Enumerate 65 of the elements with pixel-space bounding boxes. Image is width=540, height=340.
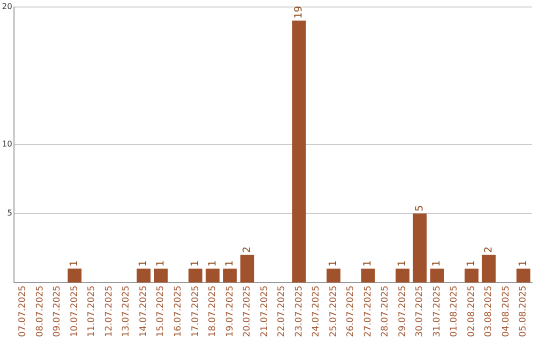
x-tick-label: 09.07.2025 — [52, 285, 63, 337]
bar — [188, 268, 202, 282]
x-tick-label: 05.08.2025 — [518, 285, 529, 337]
x-tick-label: 23.07.2025 — [294, 285, 304, 337]
x-tick-label: 15.07.2025 — [156, 285, 166, 337]
bar — [68, 268, 82, 282]
x-tick-label: 25.07.2025 — [328, 285, 339, 337]
x-tick-label: 14.07.2025 — [138, 285, 149, 337]
x-tick-label: 22.07.2025 — [277, 285, 288, 337]
x-tick-label: 08.07.2025 — [35, 285, 46, 337]
data-label: 1 — [328, 260, 340, 267]
y-tick-label: 20 — [2, 2, 12, 11]
x-tick-label: 07.07.2025 — [18, 285, 28, 337]
data-label: 1 — [207, 260, 218, 267]
x-tick-label: 13.07.2025 — [122, 285, 132, 337]
x-tick-label: 16.07.2025 — [174, 285, 184, 337]
data-label: 1 — [362, 260, 374, 267]
x-tick-label: 01.08.2025 — [450, 285, 460, 337]
data-label: 2 — [483, 246, 494, 253]
x-tick-label: 30.07.2025 — [415, 285, 426, 337]
bar — [206, 268, 220, 282]
data-label: 1 — [224, 260, 236, 267]
bar — [361, 268, 375, 282]
bar — [240, 254, 254, 282]
x-tick-label: 10.07.2025 — [70, 285, 80, 337]
data-label: 1 — [397, 260, 408, 267]
data-label: 1 — [190, 260, 202, 267]
x-tick-label: 17.07.2025 — [190, 285, 201, 337]
bar — [326, 268, 340, 282]
data-label: 19 — [294, 6, 305, 19]
bar — [482, 254, 496, 282]
x-tick-label: 20.07.2025 — [242, 285, 253, 337]
bar — [430, 268, 444, 282]
x-tick-label: 24.07.2025 — [312, 285, 322, 337]
x-tick-label: 19.07.2025 — [225, 285, 236, 337]
bar — [136, 268, 151, 282]
data-label: 1 — [432, 260, 443, 267]
data-label: 1 — [155, 260, 166, 267]
data-label: 2 — [242, 246, 253, 253]
data-label: 1 — [466, 260, 478, 267]
x-tick-label: 21.07.2025 — [260, 285, 270, 337]
bar — [396, 268, 410, 282]
bar — [292, 20, 306, 282]
x-tick-label: 31.07.2025 — [432, 285, 442, 337]
data-label: 1 — [518, 260, 529, 267]
data-label: 1 — [138, 260, 150, 267]
y-tick-label: 5 — [7, 208, 12, 218]
data-label: 1 — [69, 260, 80, 267]
bar — [464, 268, 478, 282]
data-label: 5 — [414, 205, 426, 212]
x-tick-label: 29.07.2025 — [398, 285, 408, 337]
x-tick-label: 18.07.2025 — [208, 285, 218, 337]
x-tick-label: 28.07.2025 — [380, 285, 391, 337]
x-tick-label: 12.07.2025 — [104, 285, 114, 337]
x-tick-label: 02.08.2025 — [466, 285, 477, 337]
x-tick-label: 03.08.2025 — [484, 285, 494, 337]
bar — [154, 268, 168, 282]
x-tick-label: 26.07.2025 — [346, 285, 356, 337]
y-tick-label: 10 — [2, 140, 12, 149]
bar — [412, 214, 427, 282]
x-tick-label: 27.07.2025 — [363, 285, 374, 337]
bar — [516, 268, 530, 282]
bar — [223, 268, 237, 282]
x-tick-label: 04.08.2025 — [501, 285, 512, 337]
x-tick-label: 11.07.2025 — [87, 285, 98, 337]
